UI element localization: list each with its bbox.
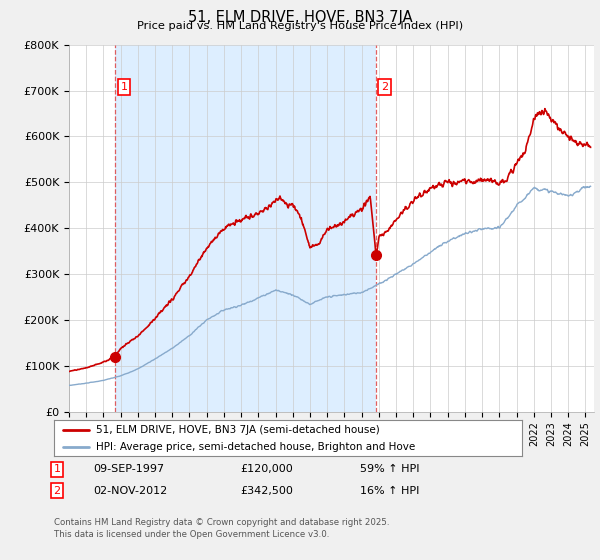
Text: £342,500: £342,500 xyxy=(240,486,293,496)
Text: 2: 2 xyxy=(53,486,61,496)
Text: 51, ELM DRIVE, HOVE, BN3 7JA: 51, ELM DRIVE, HOVE, BN3 7JA xyxy=(188,10,412,25)
Bar xyxy=(115,45,376,412)
Text: HPI: Average price, semi-detached house, Brighton and Hove: HPI: Average price, semi-detached house,… xyxy=(96,442,415,451)
Text: 16% ↑ HPI: 16% ↑ HPI xyxy=(360,486,419,496)
Text: 02-NOV-2012: 02-NOV-2012 xyxy=(93,486,167,496)
Text: 1: 1 xyxy=(53,464,61,474)
Text: 09-SEP-1997: 09-SEP-1997 xyxy=(93,464,164,474)
Text: Contains HM Land Registry data © Crown copyright and database right 2025.
This d: Contains HM Land Registry data © Crown c… xyxy=(54,518,389,539)
Text: 59% ↑ HPI: 59% ↑ HPI xyxy=(360,464,419,474)
Text: 51, ELM DRIVE, HOVE, BN3 7JA (semi-detached house): 51, ELM DRIVE, HOVE, BN3 7JA (semi-detac… xyxy=(96,425,380,435)
Text: Price paid vs. HM Land Registry's House Price Index (HPI): Price paid vs. HM Land Registry's House … xyxy=(137,21,463,31)
Text: £120,000: £120,000 xyxy=(240,464,293,474)
Text: 1: 1 xyxy=(121,82,127,92)
Text: 2: 2 xyxy=(381,82,388,92)
